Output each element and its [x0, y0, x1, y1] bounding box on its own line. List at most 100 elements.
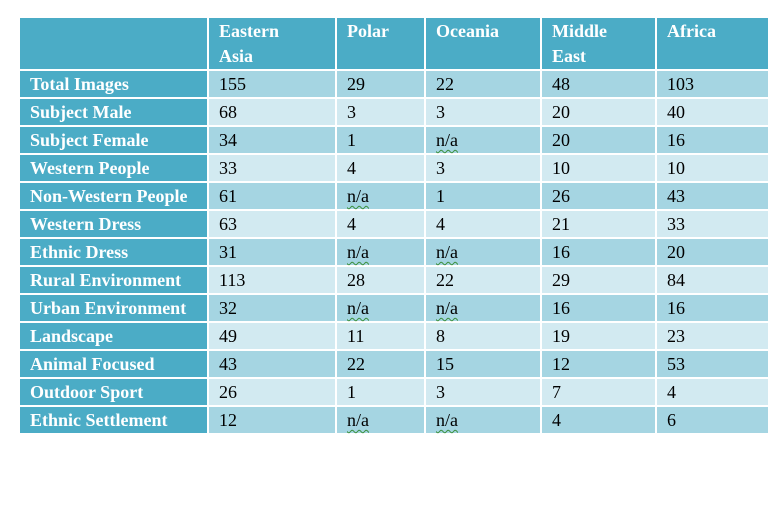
- cell-value: 61: [219, 186, 237, 206]
- table-cell: 19: [540, 321, 657, 351]
- cell-value: 10: [552, 158, 570, 178]
- cell-value: 68: [219, 102, 237, 122]
- cell-value: n/a: [436, 130, 458, 150]
- cell-value: 155: [219, 74, 246, 94]
- cell-value: 113: [219, 270, 246, 290]
- column-header: Eastern Asia: [207, 16, 337, 71]
- cell-value: 10: [667, 158, 685, 178]
- cell-value: n/a: [347, 186, 369, 206]
- table-cell: 113: [207, 265, 337, 295]
- cell-value: 3: [347, 102, 356, 122]
- table-cell: 20: [655, 237, 770, 267]
- table-cell: n/a: [424, 237, 542, 267]
- table-row: Western People 33 4 3 10 10: [18, 153, 770, 183]
- table-cell: 4: [335, 209, 426, 239]
- table-cell: 4: [540, 405, 657, 435]
- table-cell: 21: [540, 209, 657, 239]
- cell-value: 21: [552, 214, 570, 234]
- table-cell: 10: [540, 153, 657, 183]
- table-cell: 12: [540, 349, 657, 379]
- cell-value: n/a: [347, 298, 369, 318]
- cell-value: 29: [552, 270, 570, 290]
- cell-value: 19: [552, 326, 570, 346]
- table-row: Ethnic Settlement 12 n/a n/a 4 6: [18, 405, 770, 435]
- cell-value: 34: [219, 130, 237, 150]
- cell-value: 4: [667, 382, 676, 402]
- cell-value: 48: [552, 74, 570, 94]
- table-cell: n/a: [335, 293, 426, 323]
- cell-value: 26: [219, 382, 237, 402]
- cell-value: 1: [436, 186, 445, 206]
- row-label: Ethnic Settlement: [18, 405, 209, 435]
- cell-value: 53: [667, 354, 685, 374]
- table-cell: 1: [335, 377, 426, 407]
- table-cell: 16: [655, 125, 770, 155]
- table-cell: 155: [207, 69, 337, 99]
- table-row: Total Images 155 29 22 48 103: [18, 69, 770, 99]
- table-cell: 40: [655, 97, 770, 127]
- cell-value: 16: [667, 298, 685, 318]
- cell-value: 1: [347, 382, 356, 402]
- row-label: Western People: [18, 153, 209, 183]
- table-cell: 63: [207, 209, 337, 239]
- table-row: Subject Male 68 3 3 20 40: [18, 97, 770, 127]
- row-label: Urban Environment: [18, 293, 209, 323]
- table-cell: 43: [207, 349, 337, 379]
- table-cell: 4: [655, 377, 770, 407]
- column-header: Africa: [655, 16, 770, 71]
- table-cell: 10: [655, 153, 770, 183]
- table-cell: 16: [540, 237, 657, 267]
- row-label: Rural Environment: [18, 265, 209, 295]
- table-cell: 53: [655, 349, 770, 379]
- table-cell: 23: [655, 321, 770, 351]
- cell-value: 63: [219, 214, 237, 234]
- cell-value: 20: [552, 130, 570, 150]
- table-cell: 61: [207, 181, 337, 211]
- cell-value: 16: [552, 298, 570, 318]
- table-cell: 43: [655, 181, 770, 211]
- cell-value: 4: [552, 410, 561, 430]
- table-cell: 33: [655, 209, 770, 239]
- row-label: Outdoor Sport: [18, 377, 209, 407]
- cell-value: 84: [667, 270, 685, 290]
- column-header: Oceania: [424, 16, 542, 71]
- cell-value: 12: [219, 410, 237, 430]
- table-cell: 11: [335, 321, 426, 351]
- table-cell: 8: [424, 321, 542, 351]
- table-body: Total Images 155 29 22 48 103 Subject Male 68 3 3…: [18, 69, 770, 435]
- cell-value: n/a: [436, 242, 458, 262]
- table-cell: 48: [540, 69, 657, 99]
- cell-value: n/a: [436, 410, 458, 430]
- table-row: Ethnic Dress 31 n/a n/a 16 20: [18, 237, 770, 267]
- table-cell: 7: [540, 377, 657, 407]
- cell-value: 1: [347, 130, 356, 150]
- table-cell: 31: [207, 237, 337, 267]
- table-cell: n/a: [335, 405, 426, 435]
- table-cell: 22: [424, 265, 542, 295]
- table-cell: 29: [540, 265, 657, 295]
- table-cell: 22: [335, 349, 426, 379]
- table-row: Landscape 49 11 8 19 23: [18, 321, 770, 351]
- table-cell: 49: [207, 321, 337, 351]
- table-row: Urban Environment 32 n/a n/a 16 16: [18, 293, 770, 323]
- row-label: Animal Focused: [18, 349, 209, 379]
- table-cell: 33: [207, 153, 337, 183]
- cell-value: 22: [436, 74, 454, 94]
- cell-value: 40: [667, 102, 685, 122]
- cell-value: 4: [347, 214, 356, 234]
- table-cell: n/a: [335, 181, 426, 211]
- cell-value: n/a: [347, 410, 369, 430]
- table-cell: 3: [335, 97, 426, 127]
- cell-value: 49: [219, 326, 237, 346]
- table-cell: 28: [335, 265, 426, 295]
- table-cell: 12: [207, 405, 337, 435]
- table-cell: n/a: [424, 405, 542, 435]
- cell-value: 23: [667, 326, 685, 346]
- column-header: Polar: [335, 16, 426, 71]
- table-cell: 103: [655, 69, 770, 99]
- cell-value: 3: [436, 102, 445, 122]
- cell-value: 33: [667, 214, 685, 234]
- cell-value: 3: [436, 382, 445, 402]
- table-cell: 22: [424, 69, 542, 99]
